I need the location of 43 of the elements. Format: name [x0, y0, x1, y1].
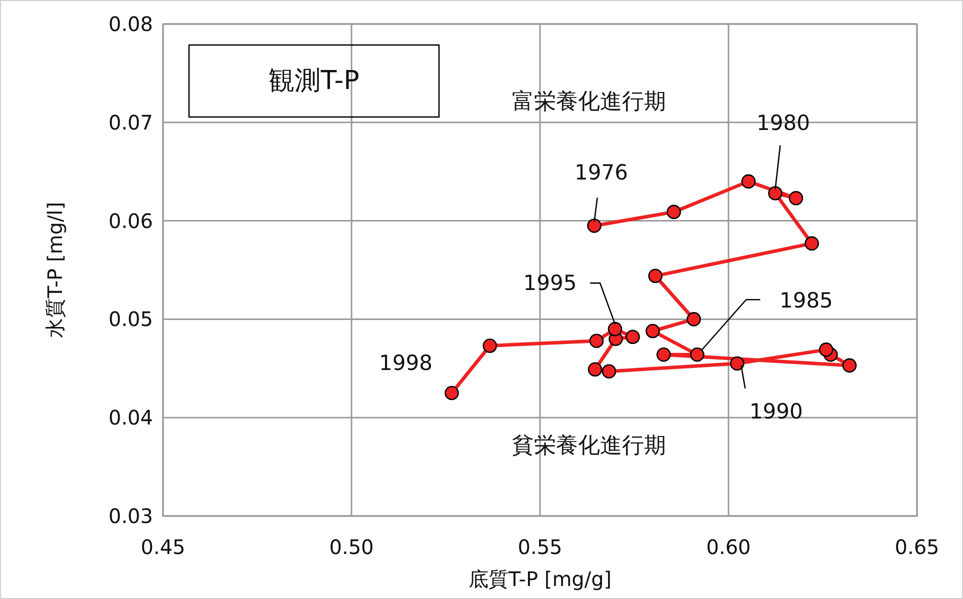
point [602, 364, 616, 378]
point [587, 218, 602, 233]
y-tick-label: 0.03 [108, 504, 153, 528]
x-tick-label: 0.45 [140, 535, 186, 559]
point [482, 338, 498, 353]
point [741, 174, 756, 189]
point [648, 268, 663, 284]
point [730, 356, 744, 371]
x-axis-title: 底質T-P [mg/g] [468, 567, 612, 591]
point [842, 358, 857, 373]
y-tick-label: 0.08 [108, 12, 153, 36]
point [686, 312, 701, 326]
x-tick-label: 0.50 [329, 535, 374, 559]
point [788, 191, 804, 206]
annotation: 1995 [523, 271, 577, 296]
point [690, 347, 704, 362]
annotation: 貧栄養化進行期 [512, 434, 666, 458]
annotation: 1980 [756, 111, 810, 136]
point [444, 386, 459, 400]
y-tick-label: 0.07 [108, 110, 153, 134]
annotation: 1976 [574, 160, 628, 185]
x-tick-label: 0.65 [894, 535, 940, 559]
point [666, 204, 681, 220]
point [804, 236, 819, 251]
point [626, 330, 640, 344]
y-tick-label: 0.05 [108, 307, 153, 332]
point [608, 322, 622, 336]
annotation: 1990 [749, 399, 803, 424]
x-tick-label: 0.60 [706, 535, 751, 559]
annotation: 1985 [779, 288, 833, 313]
y-axis-title: 水質T-P [mg/l] [43, 202, 67, 338]
annotation: 1998 [379, 351, 433, 375]
point [589, 334, 604, 348]
point [818, 342, 834, 357]
point [646, 324, 660, 338]
y-tick-label: 0.06 [108, 208, 153, 233]
annotation: 富栄養化進行期 [512, 90, 666, 114]
point [768, 186, 782, 200]
text: 観測T-P [268, 66, 360, 96]
x-tick-label: 0.55 [518, 535, 562, 559]
point [588, 362, 602, 377]
point [656, 347, 671, 362]
y-tick-label: 0.04 [108, 406, 153, 430]
